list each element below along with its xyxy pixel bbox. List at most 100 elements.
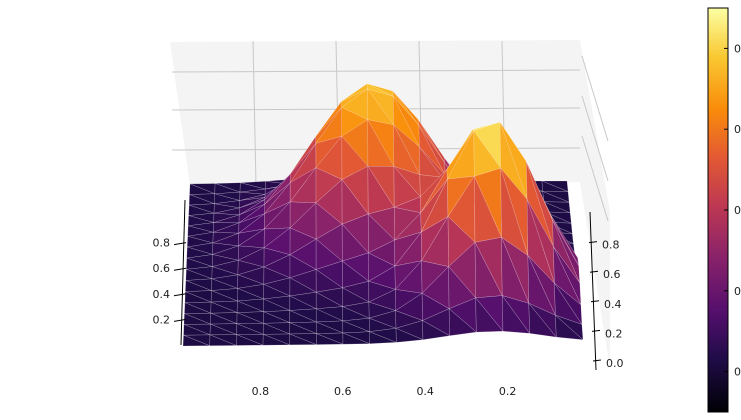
surface-facet (240, 181, 266, 190)
surface-facet (186, 246, 213, 259)
x-tick-label: 0.8 (252, 385, 270, 398)
surface-facet (475, 297, 504, 333)
surface-facet (342, 306, 371, 322)
surface-facet (446, 129, 475, 180)
surface-facet (237, 247, 265, 268)
surface-facet (473, 130, 502, 177)
z-tick (173, 318, 187, 322)
surface-facet (395, 327, 424, 343)
surface-facet (392, 96, 420, 148)
x-tick-label: 0.6 (334, 385, 352, 398)
colorbar-tick-label: 0 (734, 366, 741, 379)
surface-facet (210, 274, 239, 289)
axes: 0.8 0.6 0.4 0.2 0.8 0.6 0.4 0.2 0.8 0.6 0.4 0.2 0.0 (153, 199, 624, 398)
y-tick-label: 0.8 (602, 239, 620, 252)
surface-facet (395, 292, 423, 321)
surface-facet (289, 201, 317, 229)
surface-facet (262, 333, 290, 346)
surface-facet (525, 161, 554, 247)
colorbar-tick-label: 0 (734, 285, 741, 298)
z-tick (173, 293, 187, 297)
y-tick-label: 0.0 (606, 357, 624, 370)
surface-facet (189, 183, 215, 195)
surface-facet (420, 169, 448, 214)
surface-facet (555, 314, 584, 341)
surface-facet (367, 165, 395, 215)
back-grid-hline (171, 69, 581, 73)
surface-facet (239, 191, 266, 201)
surface-facet (315, 238, 343, 270)
surface-facet (341, 213, 369, 254)
surface-facet (213, 203, 240, 214)
surface-facet (210, 290, 238, 303)
surface-facet (237, 274, 265, 289)
surface-facet (315, 107, 342, 145)
surface-facet (554, 283, 583, 326)
surface-facet (315, 269, 344, 293)
colorbar-tick-label: 0 (734, 123, 741, 136)
surface-facet (369, 331, 397, 344)
z-tick-label: 0.4 (153, 288, 171, 301)
surface-facet (447, 215, 476, 268)
surface-facet (448, 241, 476, 299)
surface-facet (289, 333, 317, 346)
surface-facet (209, 334, 237, 346)
surface-facet (448, 308, 477, 336)
surface-facet (422, 320, 451, 340)
surface-facet (188, 194, 215, 206)
surface-facet (182, 334, 210, 347)
y-axis-line (589, 211, 597, 371)
side-grid-line (581, 95, 609, 182)
colorbar-tick-label: 0 (734, 204, 741, 217)
surface-facet (236, 334, 264, 346)
surface-facet (342, 260, 370, 289)
x-tick-label: 0.2 (499, 385, 517, 398)
surface-facet (186, 235, 213, 248)
y-tick-label: 0.4 (604, 298, 622, 311)
surface-facet (500, 168, 529, 257)
z-tick-label: 0.6 (153, 262, 171, 275)
surface-facet (237, 245, 266, 261)
surface-facet (446, 128, 474, 170)
colorbar-tick-label: 0 (734, 42, 741, 55)
surface-facet (289, 254, 317, 279)
y-tick (588, 241, 598, 244)
surface-facet (342, 317, 370, 333)
surface-facet (238, 203, 265, 224)
y-tick (592, 359, 602, 362)
surface-facet (315, 167, 343, 204)
surface-facet (185, 280, 212, 292)
surface-facet (186, 266, 213, 280)
surface-facet (212, 232, 239, 244)
surface-facet (501, 294, 531, 334)
surface-facet (420, 178, 448, 233)
surface-facet (316, 333, 344, 345)
z-tick-label: 0.2 (153, 313, 171, 326)
surface-mesh (182, 82, 584, 347)
y-tick (591, 329, 601, 332)
z-tick-label: 0.8 (153, 237, 171, 250)
colorbar: 0 0 0 0 0 (707, 7, 741, 413)
surface-facet (262, 295, 291, 311)
y-tick-label: 0.6 (603, 268, 621, 281)
surface-facet (394, 231, 422, 267)
surface-facet (315, 202, 343, 240)
surface-facet (499, 122, 528, 200)
back-grid-vline (252, 40, 257, 186)
surface-facet (475, 295, 504, 332)
surface-facet (289, 167, 317, 203)
x-tick-label: 0.4 (416, 385, 434, 398)
side-wall (580, 40, 610, 368)
surface-facet (368, 265, 396, 290)
surface-facet (342, 332, 370, 345)
surface-facet (554, 282, 583, 325)
surface-facet (264, 182, 291, 215)
surface-facet (448, 265, 477, 310)
side-grid-line (581, 55, 609, 142)
surface-facet (183, 324, 211, 336)
surface-facet (289, 322, 317, 335)
surface-facet (446, 130, 474, 180)
surface-facet (367, 118, 395, 167)
surface-facet (315, 321, 343, 334)
surface-facet (472, 121, 501, 132)
